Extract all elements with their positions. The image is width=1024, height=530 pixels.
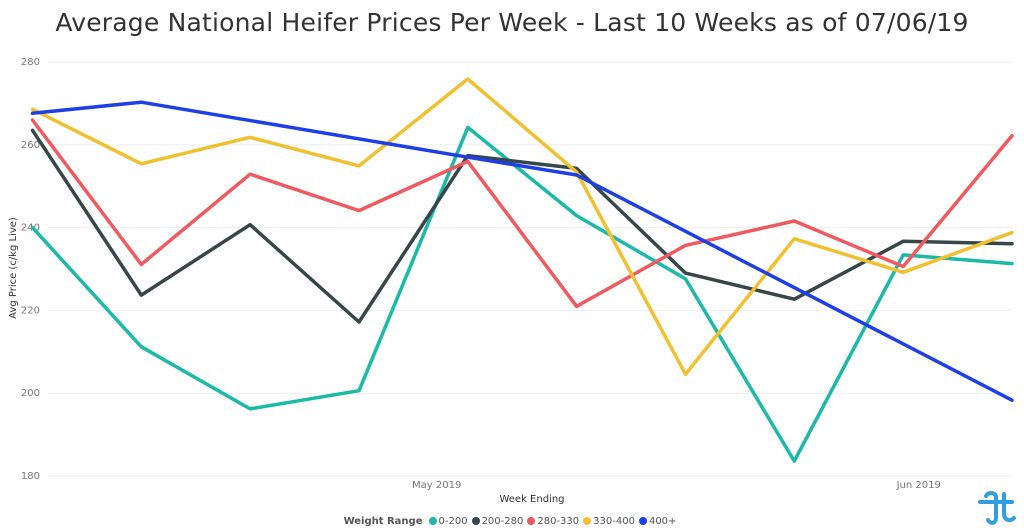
legend-entry-200-280: 200-280: [471, 515, 524, 527]
y-tick-label: 280: [21, 57, 40, 68]
x-axis-title: Week Ending: [499, 494, 564, 505]
y-tick-label: 240: [21, 223, 40, 234]
x-tick-label: Jun 2019: [896, 480, 941, 491]
legend-entry-280-330: 280-330: [527, 516, 579, 527]
y-tick-label: 260: [21, 140, 40, 151]
legend-label: 400+: [648, 515, 677, 527]
gridlines: [48, 61, 1012, 477]
chart-title: Average National Heifer Prices Per Week …: [55, 8, 969, 37]
brand-logo-icon: [978, 491, 1016, 525]
series-line-0-200: [30, 125, 1014, 463]
legend-label: 330-400: [593, 515, 635, 527]
y-axis-ticks: 180 200 220 240 260 280: [21, 57, 40, 482]
legend-swatch-icon: [428, 517, 437, 525]
y-tick-label: 200: [21, 388, 40, 399]
series-line-200-280: [30, 128, 1014, 324]
legend-swatch-icon: [471, 517, 480, 525]
legend-label: 0-200: [438, 515, 468, 527]
series-line-330-400: [30, 77, 1014, 376]
legend-title: Weight Range: [343, 515, 423, 527]
x-axis-ticks: May 2019 Jun 2019: [412, 480, 941, 491]
legend-swatch-icon: [527, 517, 536, 525]
y-tick-label: 180: [21, 471, 40, 482]
legend: Weight Range 0-200 200-280 280-330 330-400 4…: [0, 513, 1024, 529]
legend-entry-0-200: 0-200: [428, 515, 468, 527]
legend-label: 200-280: [481, 515, 524, 527]
legend-entry-330-400: 330-400: [583, 516, 635, 527]
y-axis-title: Avg Price (c/kg Live): [8, 217, 19, 319]
legend-entry-400+: 400+: [638, 515, 677, 527]
legend-swatch-icon: [638, 517, 647, 525]
x-tick-label: May 2019: [412, 480, 461, 491]
legend-swatch-icon: [583, 517, 592, 525]
series-line-280-330: [30, 118, 1014, 309]
y-tick-label: 220: [21, 305, 40, 316]
line-chart: 180 200 220 240 260 280 May 2019 Jun 2019 Avg …: [8, 57, 1014, 505]
series-line-400+: [30, 100, 1014, 402]
legend-label: 280-330: [537, 515, 580, 527]
series-lines: [30, 77, 1014, 463]
